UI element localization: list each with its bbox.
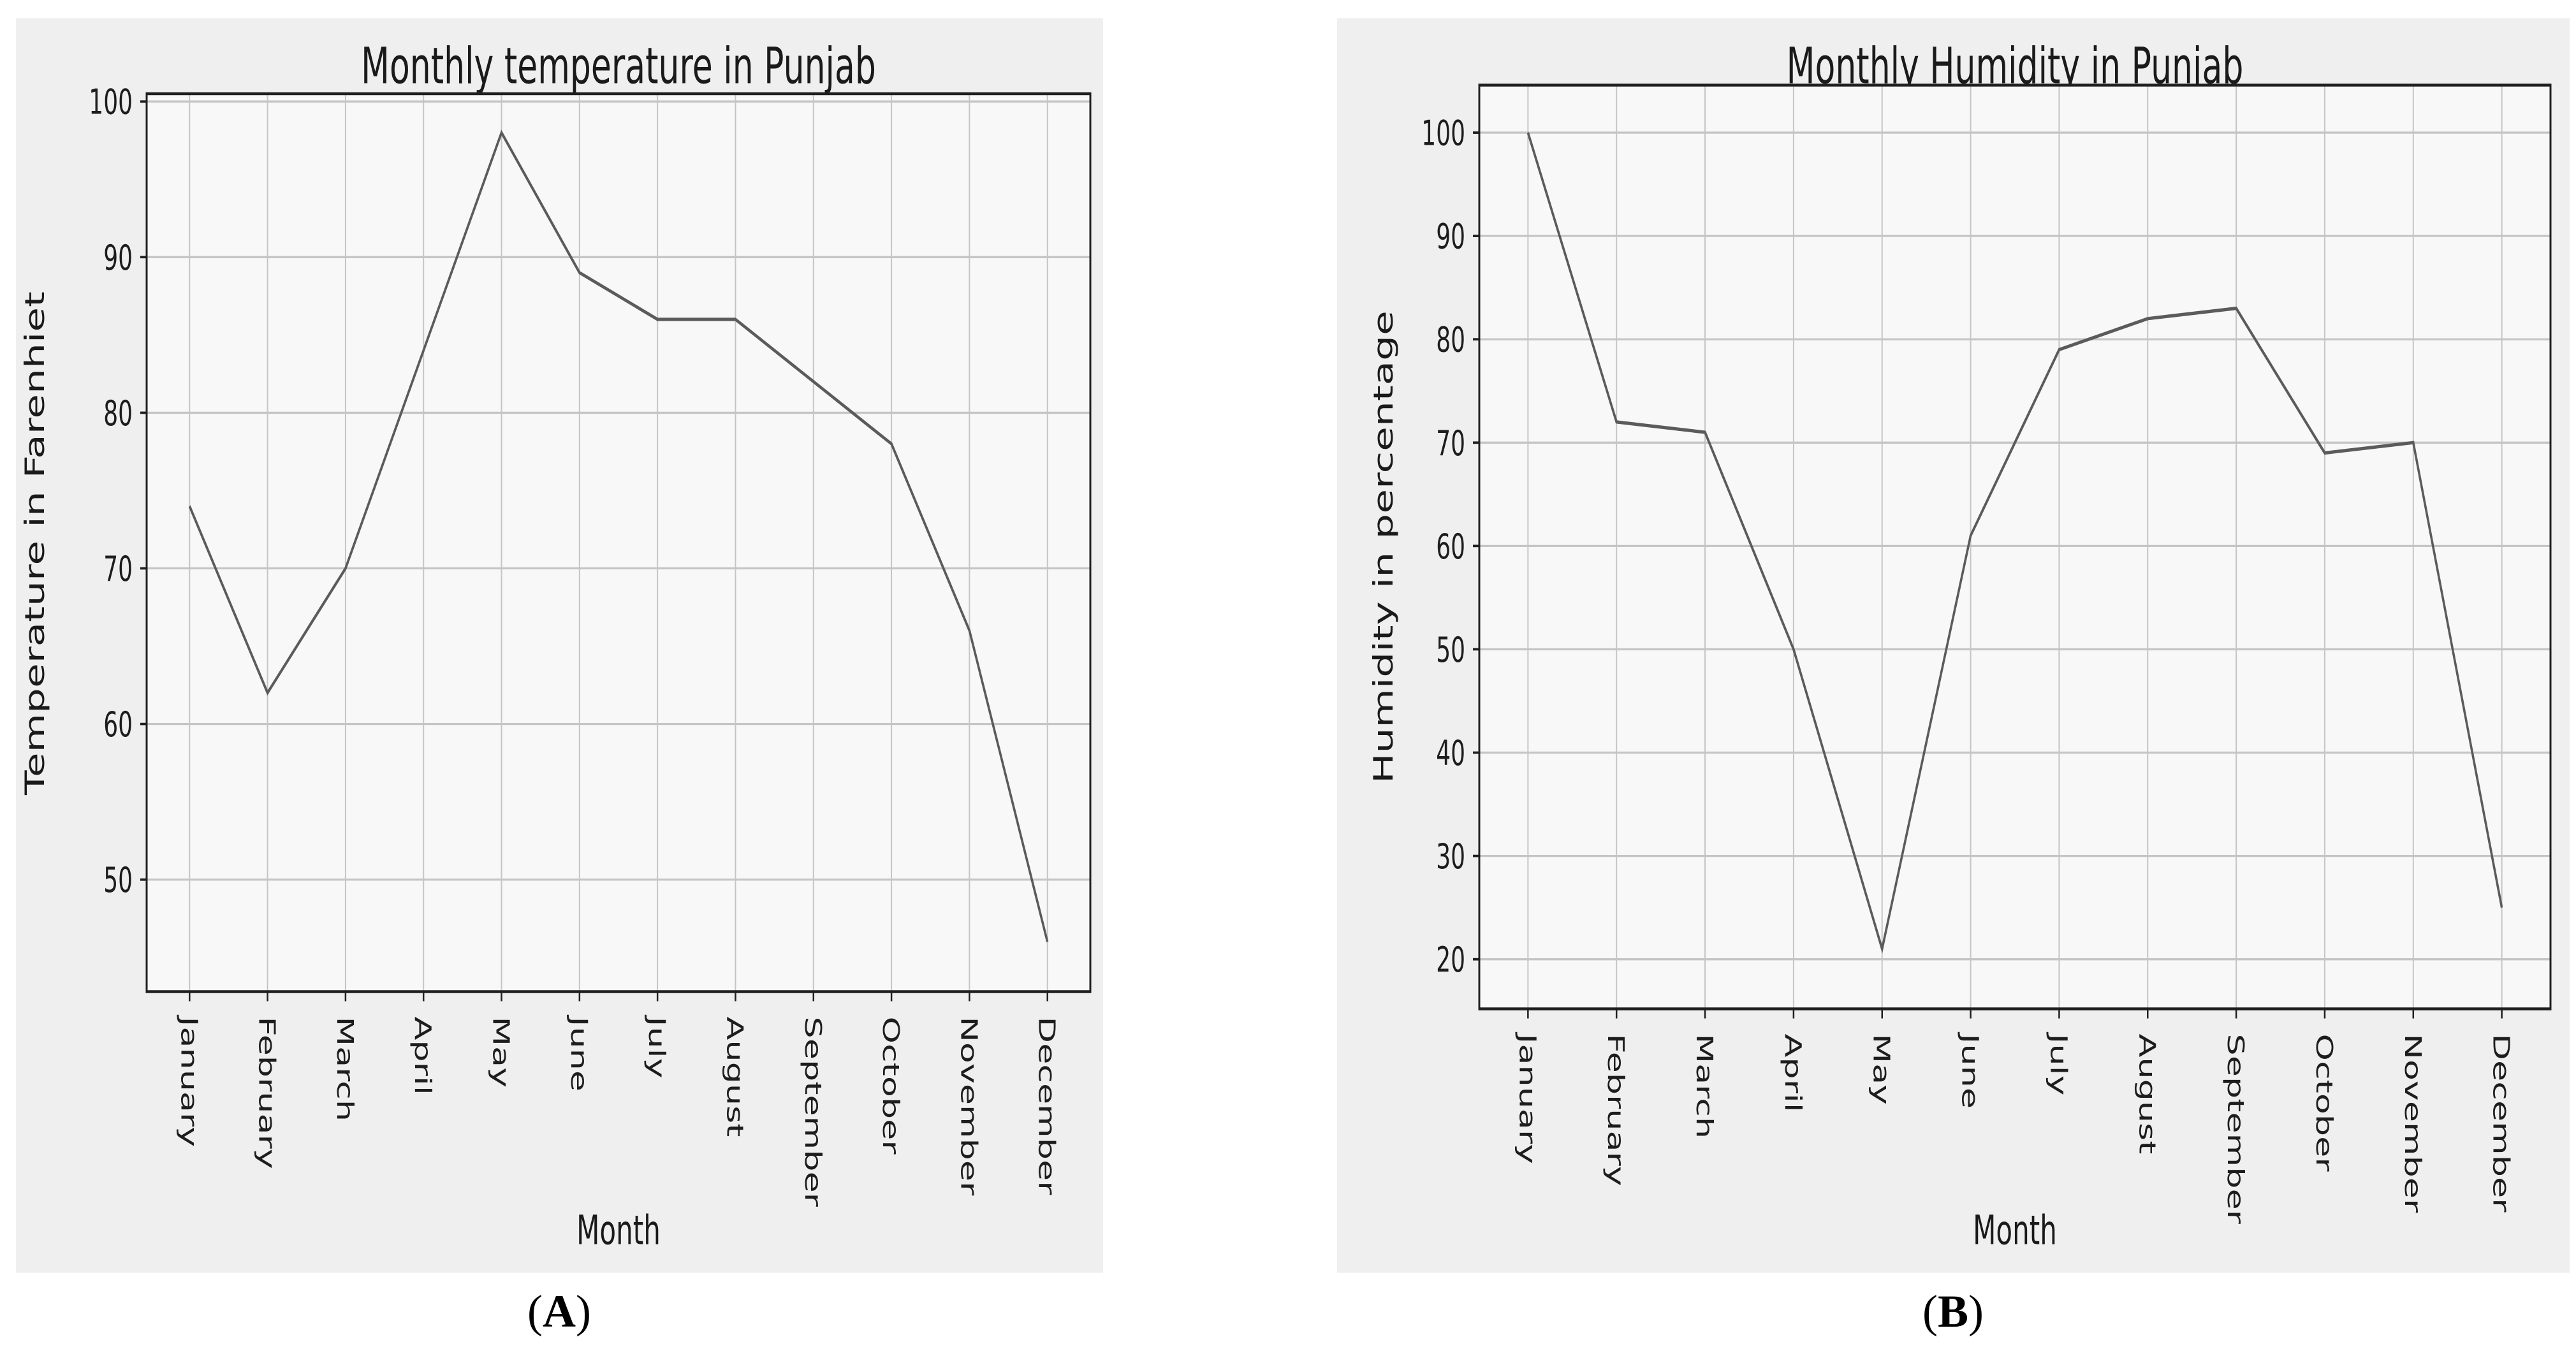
caption-b-letter: B	[1937, 1286, 1969, 1337]
x-tick-label: April	[1780, 1034, 1806, 1112]
y-tick-label: 30	[1436, 836, 1465, 877]
y-tick-label: 80	[1436, 319, 1465, 360]
caption-a: (A)	[368, 1285, 750, 1338]
x-tick-label: April	[410, 1017, 437, 1095]
y-tick-label: 40	[1436, 733, 1465, 773]
y-tick-label: 90	[1436, 216, 1465, 257]
caption-a-open-paren: (	[527, 1286, 543, 1337]
x-tick-label: June	[1957, 1032, 1984, 1109]
caption-b-close-paren: )	[1968, 1286, 1984, 1337]
y-tick-label: 60	[103, 704, 133, 745]
series-line	[188, 129, 1049, 943]
x-tick-label: June	[566, 1014, 592, 1091]
chart-a-title: Monthly temperature in Punjab	[361, 38, 876, 96]
x-tick-label: August	[722, 1017, 749, 1137]
y-tick-label: 100	[89, 82, 133, 122]
caption-a-close-paren: )	[576, 1286, 591, 1337]
x-tick-label: January	[1514, 1032, 1541, 1164]
x-tick-label: December	[1034, 1017, 1060, 1195]
y-tick-label: 70	[103, 548, 133, 589]
caption-b: (B)	[1762, 1285, 2144, 1338]
x-tick-label: March	[1691, 1034, 1718, 1139]
x-tick-label: January	[176, 1014, 203, 1147]
x-tick-label: February	[254, 1017, 281, 1169]
x-tick-label: July	[2045, 1032, 2072, 1096]
y-tick-label: 100	[1421, 113, 1465, 154]
x-tick-label: December	[2488, 1034, 2515, 1213]
chart-b-plot: 20 30 40 50 60 70 80 90 100 January February March A…	[1421, 84, 2552, 1225]
x-tick-label: September	[2222, 1034, 2249, 1225]
y-tick-label: 90	[103, 237, 133, 278]
plot-frame	[145, 92, 1092, 993]
x-tick-label: February	[1603, 1034, 1630, 1186]
x-tick-label: November	[2399, 1034, 2426, 1213]
x-tick-label: March	[332, 1017, 358, 1122]
figure-panel-b: Monthly Humidity in Punjab Humidity in p…	[1288, 0, 2576, 1356]
y-tick-label: 50	[1436, 629, 1465, 670]
figure-panel-a: Monthly temperature in Punjab Temperatur…	[16, 18, 1103, 1273]
chart-a-plot: 50 60 70 80 90 100 January February March April Ma…	[89, 82, 1092, 1207]
x-tick-label: May	[1868, 1034, 1895, 1105]
x-tick-label: October	[2311, 1034, 2338, 1172]
x-tick-label: November	[956, 1017, 983, 1196]
x-tick-label: May	[488, 1017, 515, 1088]
x-tick-label: October	[877, 1017, 904, 1155]
x-tick-label: July	[644, 1014, 671, 1079]
x-tick-label: August	[2134, 1034, 2161, 1155]
caption-b-open-paren: (	[1922, 1286, 1938, 1337]
y-tick-label: 50	[103, 860, 133, 901]
plot-frame	[1478, 84, 2552, 1010]
y-tick-label: 70	[1436, 423, 1465, 463]
chart-b-x-axis-label: Month	[1973, 1207, 2057, 1254]
y-tick-label: 80	[103, 393, 133, 434]
y-tick-label: 20	[1436, 940, 1465, 981]
caption-a-letter: A	[543, 1286, 576, 1337]
x-tick-label: September	[800, 1017, 826, 1207]
plot-area	[147, 94, 1090, 992]
series-line	[1526, 131, 2503, 954]
chart-a-x-axis-label: Month	[576, 1207, 661, 1254]
y-tick-label: 60	[1436, 526, 1465, 567]
